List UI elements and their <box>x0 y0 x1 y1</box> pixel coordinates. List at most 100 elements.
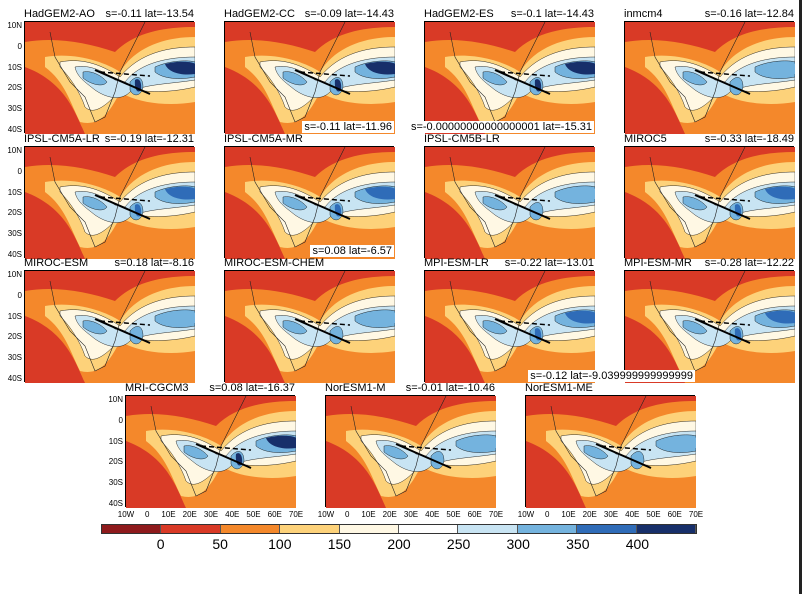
dashed-line <box>99 196 151 202</box>
y-tick-label: 20S <box>7 208 22 218</box>
y-tick-label: 0 <box>17 41 22 51</box>
map-plot <box>424 270 595 383</box>
map-plot <box>624 270 795 383</box>
map-plot: 10W 0 10E 20E 30E 40E 50E 60E 70E <box>318 395 503 519</box>
contour-blue <box>682 185 795 221</box>
colorbar-bin <box>517 525 578 533</box>
panel-stats: s=-0.22 lat=-13.01 <box>504 257 594 269</box>
regression-line <box>294 194 351 220</box>
map-panel: inmcm4 s=-0.16 lat=-12.84 <box>624 8 795 134</box>
coastline <box>150 396 247 497</box>
panel-stats: s=-0.11 lat=-13.54 <box>105 8 194 20</box>
coastline <box>649 22 746 123</box>
map-panel: HadGEM2-CC s=-0.09 lat=-14.43 <box>224 8 395 134</box>
map-panel: IPSL-CM5B-LR s=-0.00000000000000001 lat=… <box>408 121 595 259</box>
x-tick-label: 20E <box>382 510 397 519</box>
coastline <box>49 147 146 248</box>
contour-darkblue <box>734 61 795 92</box>
panel-model-title: MIROC5 <box>624 133 667 145</box>
panel-model-title: IPSL-CM5A-LR <box>24 133 100 145</box>
x-tick-label: 10W <box>517 510 535 519</box>
dashed-line <box>499 320 551 326</box>
contour-darkblue <box>134 61 195 92</box>
y-tick-label: 30S <box>108 478 123 488</box>
panel-model-title: IPSL-CM5A-MR <box>224 133 303 145</box>
x-tick-label: 10E <box>561 510 576 519</box>
y-tick-label: 0 <box>118 415 123 425</box>
dashed-line <box>299 71 351 77</box>
x-tick-label: 50E <box>646 510 661 519</box>
contour-blue <box>82 309 195 345</box>
contour-blue <box>183 434 296 470</box>
regression-line <box>195 443 252 469</box>
dashed-line <box>200 445 252 451</box>
map-plot <box>224 21 395 134</box>
colorbar-bin <box>339 525 400 533</box>
colorbar-bin <box>458 525 518 533</box>
contour-blue <box>482 60 595 96</box>
coastline <box>249 22 346 123</box>
coastline <box>449 147 546 248</box>
contour-darkblue <box>334 310 395 341</box>
dashed-line <box>299 320 351 326</box>
panel-model-title: MRI-CGCM3 <box>125 382 189 394</box>
coastline <box>49 22 146 123</box>
dashed-line <box>600 445 652 451</box>
colorbar-label: 150 <box>327 536 352 552</box>
panel-stats: s=-0.33 lat=-18.49 <box>704 133 794 145</box>
map-panel: MIROC5 s=-0.33 lat=-18.49 <box>624 133 795 259</box>
contour-darkblue <box>734 310 795 341</box>
regression-line <box>395 443 452 469</box>
dashed-line <box>499 196 551 202</box>
map-plot: 10N 0 10S 20S 30S 40S <box>7 21 195 134</box>
panel-stats: s=-0.28 lat=-12.22 <box>704 257 794 269</box>
panel-stats: s=0.18 lat=-8.16 <box>114 257 194 269</box>
x-tick-label: 30E <box>203 510 219 519</box>
y-tick-label: 10N <box>7 270 22 279</box>
panel-model-title: inmcm4 <box>624 8 663 20</box>
regression-line <box>494 194 551 220</box>
contour-blue <box>282 60 395 96</box>
y-tick-label: 40S <box>7 250 22 259</box>
y-tick-label: 40S <box>7 125 22 134</box>
colorbar <box>101 524 697 534</box>
regression-line <box>294 318 351 344</box>
map-plot <box>224 146 395 259</box>
map-panel: IPSL-CM5A-LR s=-0.19 lat=-12.31 10N 0 10S 2… <box>7 133 195 259</box>
panel-stats: s=-0.12 lat=-9.039999999999999 <box>528 370 695 382</box>
y-tick-label: 40S <box>108 499 123 508</box>
contour-darkblue <box>334 186 395 217</box>
colorbar-label: 100 <box>268 536 292 552</box>
panel-stats: s=-0.19 lat=-12.31 <box>104 133 194 145</box>
coastline <box>649 271 746 372</box>
dashed-line <box>99 71 151 77</box>
regression-line <box>494 318 551 344</box>
y-tick-label: 10S <box>7 311 22 321</box>
dashed-line <box>99 320 151 326</box>
regression-line <box>294 69 351 95</box>
map-plot: 10N 0 10S 20S 30S 40S <box>7 146 195 259</box>
dashed-line <box>699 196 751 202</box>
x-tick-label: 10E <box>161 510 176 519</box>
dashed-line <box>299 196 351 202</box>
coastline <box>449 22 546 123</box>
y-tick-label: 10S <box>7 187 22 197</box>
colorbar-bin <box>399 525 459 533</box>
contour-darkblue <box>534 61 595 92</box>
x-tick-label: 10W <box>117 510 135 519</box>
y-tick-label: 30S <box>7 353 22 363</box>
contour-blue <box>383 434 496 470</box>
panel-stats: s=0.08 lat=-6.57 <box>310 245 394 257</box>
colorbar-label: 350 <box>566 536 590 552</box>
map-plot: 10N 0 10S 20S 30S 40S <box>7 270 195 383</box>
y-tick-label: 10S <box>108 436 123 446</box>
contour-blue <box>482 309 595 345</box>
y-tick-label: 10N <box>7 146 22 155</box>
map-plot <box>624 146 795 259</box>
coastline <box>550 396 647 497</box>
contour-blue <box>583 434 696 470</box>
x-tick-label: 70E <box>688 510 704 519</box>
regression-line <box>494 69 551 95</box>
colorbar-label: 200 <box>387 536 411 552</box>
